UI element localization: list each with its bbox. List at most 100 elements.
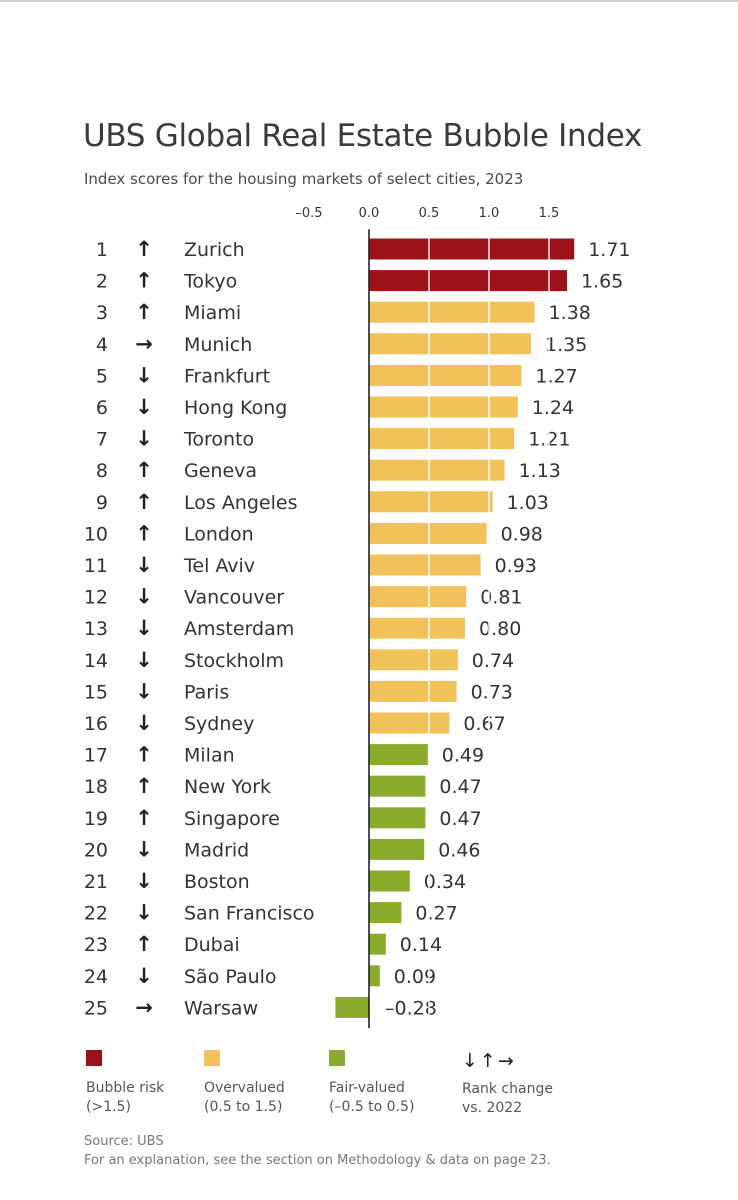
- rank-change-up-icon: ↑: [135, 743, 153, 767]
- city-label: Miami: [184, 302, 241, 324]
- rank-change-down-icon: ↓: [135, 869, 153, 893]
- legend-bubble-risk: Bubble risk (>1.5): [86, 1050, 164, 1117]
- rank-change-up-icon: ↑: [135, 521, 153, 545]
- rank-change-down-icon: ↓: [135, 648, 153, 672]
- bar-fair_valued: [369, 902, 402, 924]
- value-label: 1.03: [507, 492, 549, 514]
- rank-number: 2: [96, 271, 108, 293]
- legend-bubble-risk-label: Bubble risk: [86, 1080, 165, 1096]
- bar-overvalued: [369, 680, 457, 702]
- rank-number: 10: [84, 523, 108, 545]
- city-label: Dubai: [184, 934, 240, 956]
- city-label: Los Angeles: [184, 492, 297, 514]
- bar-fair_valued: [369, 933, 386, 955]
- fair-valued-swatch: [329, 1050, 345, 1066]
- methodology-note: For an explanation, see the section on M…: [84, 1153, 551, 1168]
- x-tick-label: 0.0: [359, 206, 380, 221]
- rank-change-arrows-icon: ↓↑→: [462, 1050, 516, 1072]
- city-label: Singapore: [184, 808, 280, 830]
- rank-number: 20: [84, 839, 108, 861]
- rank-change-up-icon: ↑: [135, 300, 153, 324]
- city-label: Warsaw: [184, 997, 258, 1019]
- bubble-risk-swatch: [86, 1050, 102, 1066]
- value-label: 0.14: [400, 934, 442, 956]
- rank-change-down-icon: ↓: [135, 901, 153, 925]
- city-label: Boston: [184, 871, 250, 893]
- value-label: 0.46: [438, 839, 480, 861]
- city-label: Toronto: [183, 429, 254, 451]
- rank-change-up-icon: ↑: [135, 806, 153, 830]
- rank-number: 11: [84, 555, 108, 577]
- rank-number: 22: [84, 903, 108, 925]
- rank-change-down-icon: ↓: [135, 363, 153, 387]
- legend-fair-valued-range: (–0.5 to 0.5): [329, 1099, 415, 1115]
- rank-number: 4: [96, 334, 108, 356]
- city-label: Madrid: [184, 839, 249, 861]
- city-label: Amsterdam: [184, 618, 294, 640]
- source-note: Source: UBS For an explanation, see the …: [84, 1132, 551, 1170]
- legend-rank-change-sub: vs. 2022: [462, 1100, 523, 1116]
- bar-overvalued: [369, 428, 515, 450]
- value-label: 1.71: [588, 239, 630, 261]
- bar-overvalued: [369, 364, 522, 386]
- legend-fair-valued: Fair-valued (–0.5 to 0.5): [329, 1050, 414, 1117]
- city-label: Geneva: [184, 460, 257, 482]
- rank-number: 13: [84, 618, 108, 640]
- rank-number: 5: [96, 365, 108, 387]
- value-label: –0.28: [385, 997, 437, 1019]
- rank-change-down-icon: ↓: [135, 553, 153, 577]
- rank-change-down-icon: ↓: [135, 585, 153, 609]
- rank-change-down-icon: ↓: [135, 711, 153, 735]
- value-label: 1.35: [545, 334, 587, 356]
- rank-change-down-icon: ↓: [135, 964, 153, 988]
- x-tick-label: 0.5: [419, 206, 440, 221]
- rank-number: 16: [84, 713, 108, 735]
- bar-fair_valued: [369, 965, 380, 987]
- value-label: 1.24: [532, 397, 574, 419]
- bar-overvalued: [369, 712, 450, 734]
- bar-fair_valued: [369, 775, 426, 797]
- legend-overvalued: Overvalued (0.5 to 1.5): [204, 1050, 285, 1117]
- city-label: Paris: [184, 681, 229, 703]
- value-label: 0.47: [439, 808, 481, 830]
- rank-change-up-icon: ↑: [135, 269, 153, 293]
- legend-bubble-risk-range: (>1.5): [86, 1099, 131, 1115]
- rank-change-down-icon: ↓: [135, 679, 153, 703]
- value-label: 0.80: [479, 618, 521, 640]
- rank-change-down-icon: ↓: [135, 427, 153, 451]
- city-label: Tokyo: [183, 271, 237, 293]
- rank-number: 23: [84, 934, 108, 956]
- bar-fair_valued: [369, 744, 428, 766]
- city-label: Zurich: [184, 239, 245, 261]
- bar-fair_valued: [335, 996, 369, 1018]
- rank-number: 21: [84, 871, 108, 893]
- value-label: 0.49: [442, 745, 484, 767]
- value-label: 1.65: [581, 271, 623, 293]
- rank-change-up-icon: ↑: [135, 490, 153, 514]
- value-label: 0.27: [415, 903, 457, 925]
- legend-overvalued-range: (0.5 to 1.5): [204, 1099, 283, 1115]
- city-label: Tel Aviv: [183, 555, 255, 577]
- bar-overvalued: [369, 617, 465, 639]
- bar-overvalued: [369, 522, 487, 544]
- value-label: 0.81: [480, 587, 522, 609]
- city-label: Sydney: [184, 713, 254, 735]
- value-label: 0.67: [463, 713, 505, 735]
- bar-overvalued: [369, 586, 467, 608]
- bar-overvalued: [369, 333, 531, 355]
- rank-change-same-icon: →: [135, 995, 153, 1019]
- rank-number: 12: [84, 587, 108, 609]
- value-label: 0.34: [424, 871, 466, 893]
- x-tick-label: –0.5: [295, 206, 322, 221]
- value-label: 0.73: [471, 681, 513, 703]
- rank-change-up-icon: ↑: [135, 774, 153, 798]
- rank-number: 19: [84, 808, 108, 830]
- value-label: 1.27: [535, 365, 577, 387]
- bar-overvalued: [369, 554, 481, 576]
- value-label: 0.47: [439, 776, 481, 798]
- value-label: 0.93: [495, 555, 537, 577]
- bar-overvalued: [369, 649, 458, 671]
- city-label: Milan: [184, 745, 235, 767]
- rank-number: 7: [96, 429, 108, 451]
- legend-rank-change-label: Rank change: [462, 1081, 553, 1097]
